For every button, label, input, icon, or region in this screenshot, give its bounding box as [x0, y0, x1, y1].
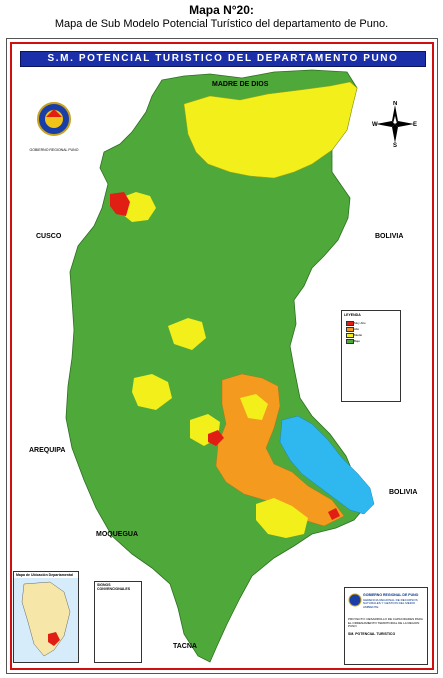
logo-caption: GOBIERNO REGIONAL PUNO: [29, 148, 79, 152]
compass-n: N: [393, 101, 397, 107]
compass-e: E: [413, 122, 417, 128]
conventional-signs-panel: SIGNOS CONVENCIONALES: [94, 581, 142, 663]
regional-government-logo: [34, 95, 74, 147]
label-bolivia-north: BOLIVIA: [375, 233, 404, 240]
conventions-title: SIGNOS CONVENCIONALES: [97, 583, 131, 591]
locator-map-graphic: [14, 578, 78, 662]
zone-medium-lakeside: [240, 394, 268, 420]
legend-swatch-very-high: [346, 321, 354, 326]
legend-swatch-low: [346, 339, 354, 344]
zone-very-high-nw: [110, 192, 130, 216]
legend-panel: LEYENDA Muy Alto Alto Medio Bajo: [341, 310, 401, 402]
locator-title: Mapa de Ubicación Departamental: [16, 573, 73, 577]
legend-label-very-high: Muy Alto: [354, 321, 366, 325]
zone-medium-nw: [120, 192, 156, 222]
title-block-map-name: SM. POTENCIAL TURISTICO: [348, 632, 396, 636]
document-title: Mapa N°20:: [189, 3, 254, 17]
zone-very-high-center: [208, 430, 224, 446]
title-block-project: PROYECTO: DESARROLLO DE CAPACIDADES PARA…: [348, 617, 423, 628]
zone-very-high-south: [328, 508, 340, 520]
title-block-logo: [348, 593, 362, 607]
title-block: GOBIERNO REGIONAL DE PUNO GERENCIA REGIO…: [344, 587, 428, 665]
zone-medium-west: [132, 374, 172, 410]
title-block-org: GOBIERNO REGIONAL DE PUNO: [363, 593, 419, 597]
locator-map-panel: Mapa de Ubicación Departamental: [13, 571, 79, 663]
document-caption: Mapa de Sub Modelo Potencial Turístico d…: [54, 18, 389, 30]
title-block-sub: GERENCIA REGIONAL DE RECURSOS NATURALES …: [363, 598, 418, 609]
label-tacna: TACNA: [173, 643, 197, 650]
zone-medium-north: [183, 81, 358, 179]
compass-s: S: [393, 143, 397, 147]
zone-medium-south: [256, 498, 308, 538]
legend-swatch-medium: [346, 333, 354, 338]
label-cusco: CUSCO: [36, 233, 62, 240]
legend-label-medium: Medio: [354, 333, 363, 337]
map-graphic[interactable]: [12, 68, 432, 668]
legend-title: LEYENDA: [344, 313, 361, 317]
lake-titicaca: [279, 415, 375, 515]
zone-medium-center: [168, 318, 206, 350]
map-banner: S.M. POTENCIAL TURISTICO DEL DEPARTAMENT…: [20, 51, 426, 67]
north-arrow-compass-icon: N S W E: [372, 101, 417, 147]
document-header: Mapa N°20: Mapa de Sub Modelo Potencial …: [0, 0, 443, 30]
label-moquegua: MOQUEGUA: [96, 531, 138, 538]
compass-w: W: [372, 122, 378, 128]
label-bolivia-south: BOLIVIA: [389, 489, 418, 496]
label-madre-de-dios: MADRE DE DIOS: [212, 81, 269, 88]
legend-label-low: Bajo: [354, 339, 361, 343]
label-arequipa: AREQUIPA: [29, 447, 66, 454]
legend-label-high: Alto: [354, 327, 360, 331]
legend-swatch-high: [346, 327, 354, 332]
